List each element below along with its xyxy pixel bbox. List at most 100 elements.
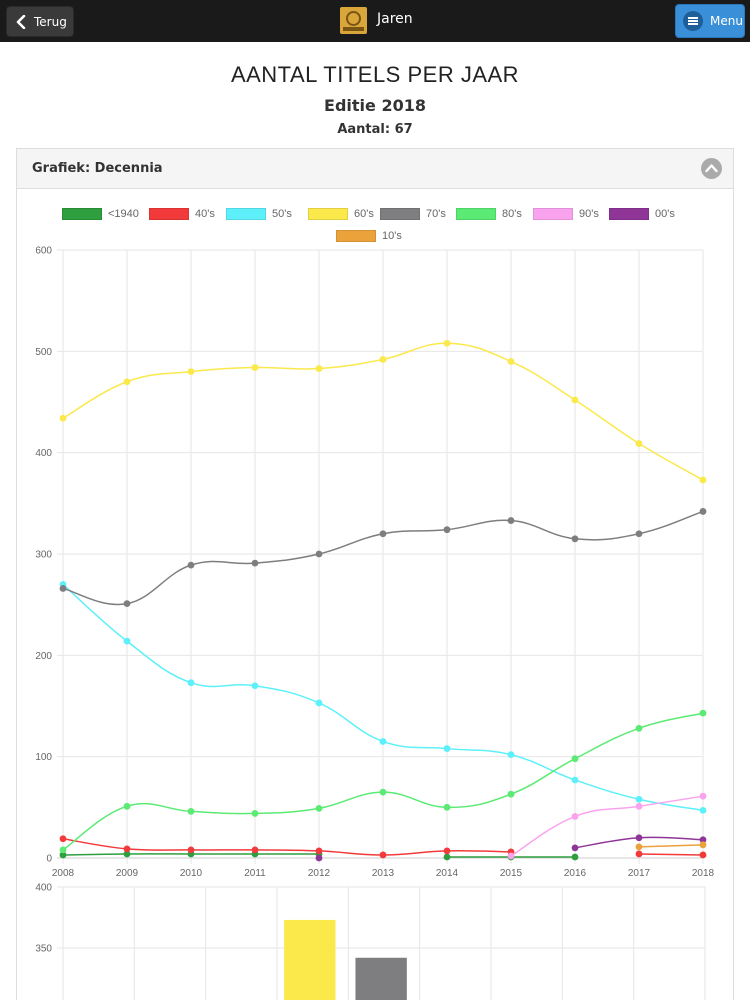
legend-item-50s[interactable]: 50's — [226, 207, 292, 221]
legend-item-lt1940[interactable]: <1940 — [62, 207, 139, 221]
data-point — [571, 853, 579, 861]
data-point — [187, 561, 195, 569]
data-point — [443, 339, 451, 347]
top-navigation-bar: Terug Jaren Menu — [0, 0, 750, 42]
legend-item-00s[interactable]: 00's — [609, 207, 675, 221]
legend-label: 90's — [579, 208, 599, 220]
legend-item-40s[interactable]: 40's — [149, 207, 215, 221]
legend-item-90s[interactable]: 90's — [533, 207, 599, 221]
data-point — [443, 745, 451, 752]
data-point — [635, 850, 643, 858]
data-point — [251, 364, 259, 371]
series-40s — [59, 835, 707, 859]
data-point — [187, 807, 195, 815]
data-point — [315, 804, 323, 812]
x-tick-label: 2011 — [244, 868, 266, 879]
data-point — [571, 776, 579, 784]
y-tick-label: 600 — [35, 246, 52, 257]
legend-item-60s[interactable]: 60's — [308, 207, 374, 221]
series-00s — [315, 834, 707, 862]
data-point — [635, 843, 643, 851]
legend-swatch — [456, 208, 496, 220]
legend-item-10s[interactable]: 10's — [336, 229, 402, 243]
y-tick-label: 400 — [35, 448, 52, 459]
y-tick-label: 500 — [35, 347, 52, 358]
data-point — [315, 854, 323, 862]
bar-70s — [355, 957, 407, 1000]
legend-label: 50's — [272, 208, 292, 220]
data-point — [123, 845, 131, 853]
data-point — [443, 853, 451, 861]
title-count: Aantal: 67 — [337, 122, 413, 137]
bar-chart: 350 400 — [35, 883, 706, 1000]
legend-swatch — [62, 208, 102, 220]
x-tick-label: 2009 — [116, 868, 139, 879]
menu-button[interactable]: Menu — [675, 4, 745, 38]
data-point — [507, 751, 515, 759]
data-point — [699, 836, 707, 844]
legend-label: 00's — [655, 208, 675, 220]
legend-item-80s[interactable]: 80's — [456, 207, 522, 221]
data-point — [123, 637, 131, 645]
data-point — [59, 414, 67, 422]
data-point — [123, 850, 131, 858]
series-line — [638, 844, 704, 848]
data-point — [635, 530, 643, 538]
data-point — [507, 790, 515, 798]
edition-subtitle: Editie 2018 — [324, 96, 426, 115]
x-tick-label: 2016 — [564, 868, 587, 879]
collapse-button[interactable] — [701, 158, 722, 179]
data-point — [123, 600, 131, 608]
data-point — [123, 378, 131, 386]
line-chart: 0 100 200 300 400 500 600 2008 2009 2010 2011 2012 2… — [35, 246, 714, 880]
y-tick-label: 350 — [35, 944, 52, 955]
data-point — [251, 682, 259, 690]
data-point — [699, 709, 707, 717]
data-point — [123, 802, 131, 810]
x-tick-label: 2013 — [372, 868, 395, 879]
legend-label: 60's — [354, 208, 374, 220]
data-point — [699, 806, 707, 814]
chart-panel: Grafiek: Decennia — [16, 148, 734, 1000]
y-tick-label: 200 — [35, 651, 52, 662]
app-logo — [340, 7, 367, 34]
bar-60s — [284, 919, 336, 1000]
data-point — [443, 847, 451, 855]
data-point — [187, 368, 195, 375]
legend-label: 70's — [426, 208, 446, 220]
data-point — [379, 530, 387, 538]
data-point — [635, 802, 643, 810]
legend-label: <1940 — [108, 208, 139, 220]
back-button-label: Terug — [34, 14, 67, 29]
series-10s — [635, 841, 707, 851]
x-tick-label: 2010 — [180, 868, 203, 879]
data-point — [507, 358, 515, 365]
data-point — [379, 851, 387, 859]
data-point — [187, 679, 195, 687]
legend-label: 80's — [502, 208, 522, 220]
data-point — [59, 835, 67, 843]
x-tick-label: 2014 — [436, 868, 459, 879]
data-point — [571, 755, 579, 763]
y-tick-label: 400 — [35, 883, 52, 894]
chevron-left-icon — [16, 14, 26, 29]
legend-label: 40's — [195, 208, 215, 220]
data-point — [699, 841, 707, 849]
chart-panel-header[interactable]: Grafiek: Decennia — [17, 149, 733, 189]
data-point — [251, 846, 259, 854]
series-80s — [59, 709, 707, 854]
data-point — [443, 803, 451, 811]
data-point — [379, 738, 387, 745]
data-point — [507, 852, 515, 860]
legend-swatch — [609, 208, 649, 220]
data-point — [699, 851, 707, 859]
data-point — [379, 356, 387, 363]
data-point — [315, 550, 323, 558]
data-point — [315, 699, 323, 707]
back-button[interactable]: Terug — [6, 6, 74, 37]
legend-item-70s[interactable]: 70's — [380, 207, 446, 221]
y-tick-label: 300 — [35, 550, 52, 561]
data-point — [635, 795, 643, 803]
y-tick-label: 0 — [46, 854, 52, 865]
